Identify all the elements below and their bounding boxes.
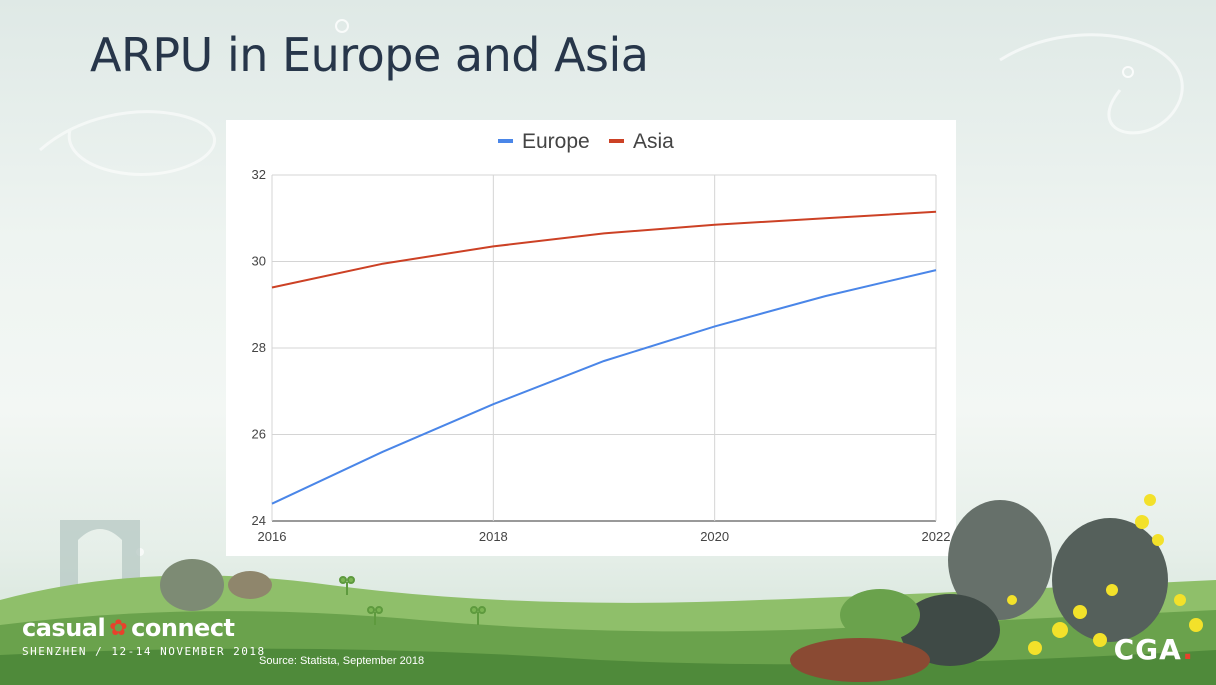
grid-lines [271, 174, 937, 522]
chart-panel: 24 26 28 30 32 2016 2018 2020 2022 Europe Asia [226, 120, 956, 556]
org-logo-text: CGA [1113, 633, 1183, 666]
series-lines [271, 210, 937, 505]
axis-labels: 24 26 28 30 32 2016 2018 2020 2022 [252, 167, 951, 544]
event-word-connect: connect [131, 614, 235, 642]
y-tick-label: 24 [252, 513, 266, 528]
event-word-casual: casual [22, 614, 106, 642]
source-note: Source: Statista, September 2018 [259, 655, 425, 667]
series-line-europe [271, 269, 937, 505]
x-tick-label: 2018 [479, 529, 508, 544]
legend-label: Europe [522, 130, 590, 153]
y-tick-label: 26 [252, 427, 266, 442]
x-tick-label: 2016 [258, 529, 287, 544]
slide-title: ARPU in Europe and Asia [90, 28, 649, 82]
logo-dot-icon: . [1182, 633, 1194, 666]
y-tick-label: 30 [252, 254, 266, 269]
y-tick-label: 32 [252, 167, 266, 182]
series-line-asia [271, 210, 937, 289]
x-tick-label: 2022 [922, 529, 951, 544]
x-tick-label: 2020 [700, 529, 729, 544]
legend-label: Asia [633, 130, 674, 153]
event-logo: casual ✿ connect SHENZHEN / 12-14 NOVEMB… [22, 614, 266, 658]
y-tick-label: 28 [252, 340, 266, 355]
line-chart: 24 26 28 30 32 2016 2018 2020 2022 Europe Asia [252, 130, 951, 544]
legend: Europe Asia [498, 130, 674, 153]
flower-icon: ✿ [109, 615, 128, 641]
org-logo: CGA. [1114, 633, 1194, 666]
event-details: SHENZHEN / 12-14 NOVEMBER 2018 [22, 645, 266, 658]
